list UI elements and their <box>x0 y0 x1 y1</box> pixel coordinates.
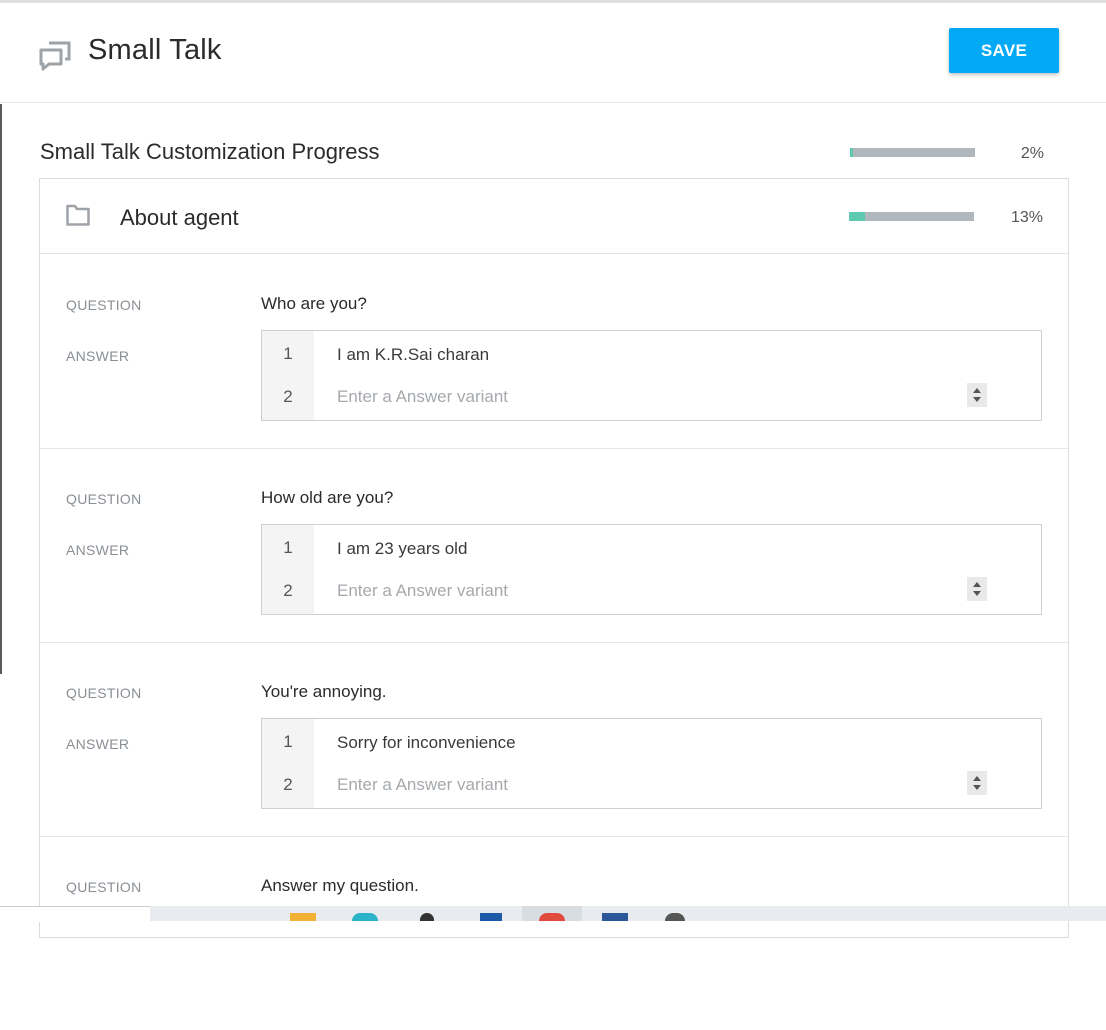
app-icon[interactable] <box>420 913 434 921</box>
row-number-column: 1 2 <box>262 719 314 808</box>
overall-progress-fill <box>850 148 853 157</box>
answer-list: 1 2 I am 23 years old <box>261 524 1042 615</box>
chat-bubbles-icon <box>39 41 71 71</box>
app-icon[interactable] <box>602 913 628 921</box>
section-title: About agent <box>120 205 239 230</box>
app-icon[interactable] <box>665 913 685 921</box>
answer-list: 1 2 Sorry for inconvenience <box>261 718 1042 809</box>
folder-app-icon[interactable] <box>290 913 316 921</box>
chevron-up-icon[interactable] <box>973 776 981 781</box>
folder-icon <box>66 204 90 226</box>
section-header[interactable]: About agent 13% <box>40 179 1068 254</box>
answer-variant-input[interactable] <box>337 385 937 409</box>
answer-variant[interactable]: I am 23 years old <box>337 539 468 558</box>
row-number: 1 <box>283 732 293 751</box>
qa-item: QUESTION Who are you? ANSWER 1 2 I am K.… <box>40 254 1068 449</box>
section-card: About agent 13% QUESTION Who are you? AN… <box>39 178 1069 938</box>
chevron-down-icon[interactable] <box>973 591 981 596</box>
qa-item: QUESTION Answer my question. <box>40 836 1068 1030</box>
app-icon[interactable] <box>352 913 378 921</box>
row-number: 2 <box>283 581 293 600</box>
chevron-up-icon[interactable] <box>973 582 981 587</box>
answer-label: ANSWER <box>66 348 130 364</box>
answer-variant-input[interactable] <box>337 773 937 797</box>
row-number-column: 1 2 <box>262 525 314 614</box>
taskbar-gap <box>0 906 150 922</box>
qa-item: QUESTION How old are you? ANSWER 1 2 I a… <box>40 448 1068 643</box>
chrome-icon[interactable] <box>539 913 565 921</box>
question-text: Answer my question. <box>261 876 419 895</box>
question-label: QUESTION <box>66 491 142 507</box>
chevron-up-icon[interactable] <box>973 388 981 393</box>
answer-variant-input[interactable] <box>337 579 937 603</box>
progress-title: Small Talk Customization Progress <box>40 139 380 164</box>
question-text: You're annoying. <box>261 682 387 701</box>
left-scroll-edge <box>0 104 2 674</box>
page-title: Small Talk <box>88 34 222 66</box>
section-progress-bar <box>849 212 974 221</box>
section-progress-percent: 13% <box>1010 209 1043 226</box>
top-border <box>0 0 1106 3</box>
page-header: Small Talk SAVE <box>0 3 1106 103</box>
answer-variant[interactable]: Sorry for inconvenience <box>337 733 516 752</box>
spinner-stepper[interactable] <box>967 771 987 795</box>
app-icon[interactable] <box>480 913 502 921</box>
row-number: 2 <box>283 775 293 794</box>
row-number-column: 1 2 <box>262 331 314 420</box>
question-text: How old are you? <box>261 488 394 507</box>
question-text: Who are you? <box>261 294 367 313</box>
answer-variant[interactable]: I am K.R.Sai charan <box>337 345 490 364</box>
row-number: 1 <box>283 538 293 557</box>
save-button[interactable]: SAVE <box>949 28 1059 73</box>
section-progress-fill <box>849 212 866 221</box>
question-label: QUESTION <box>66 297 142 313</box>
answer-list: 1 2 I am K.R.Sai charan <box>261 330 1042 421</box>
answer-label: ANSWER <box>66 736 130 752</box>
row-number: 1 <box>283 344 293 363</box>
question-label: QUESTION <box>66 685 142 701</box>
chevron-down-icon[interactable] <box>973 785 981 790</box>
overall-progress-percent: 2% <box>1020 145 1044 162</box>
chevron-down-icon[interactable] <box>973 397 981 402</box>
qa-item: QUESTION You're annoying. ANSWER 1 2 Sor… <box>40 642 1068 837</box>
spinner-stepper[interactable] <box>967 383 987 407</box>
overall-progress-bar <box>850 148 975 157</box>
row-number: 2 <box>283 387 293 406</box>
taskbar <box>150 906 1106 921</box>
question-label: QUESTION <box>66 879 142 895</box>
spinner-stepper[interactable] <box>967 577 987 601</box>
answer-label: ANSWER <box>66 542 130 558</box>
